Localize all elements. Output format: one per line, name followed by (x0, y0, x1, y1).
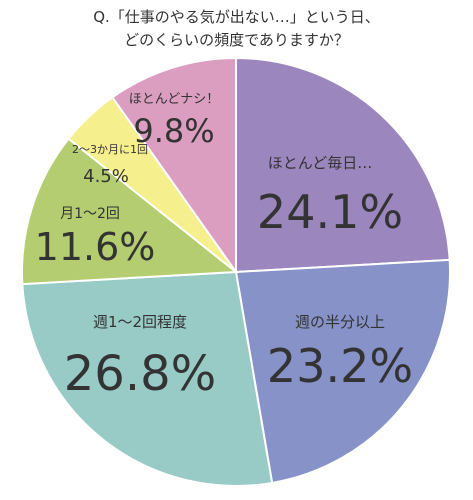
pie-slice (21, 270, 274, 488)
slice-label: ほとんどナシ！ (129, 92, 220, 107)
pie-slice (20, 137, 239, 286)
chart-title-line2: どのくらいの頻度でありますか？ (124, 31, 349, 49)
pie-slice (111, 56, 237, 276)
slice-value-label: 23.2% (267, 339, 413, 393)
slice-label: 月1～2回 (60, 206, 120, 222)
pie-slice (234, 258, 452, 485)
slice-value-label: 11.6% (35, 225, 156, 269)
chart-title-line1: Q.「仕事のやる気が出ない…」という日、 (93, 8, 380, 26)
slice-value-label: 4.5% (83, 166, 129, 187)
slice-value-label: 26.8% (64, 346, 216, 402)
slice-label: 2～3か月に1回 (72, 143, 148, 156)
slice-value-label: 9.8% (133, 112, 214, 150)
slice-value-label: 24.1% (257, 185, 403, 239)
slice-label: 週1～2回程度 (93, 313, 187, 331)
pie-slice (235, 56, 451, 274)
slice-label: 週の半分以上 (295, 313, 385, 331)
slice-label: ほとんど毎日… (268, 154, 373, 172)
